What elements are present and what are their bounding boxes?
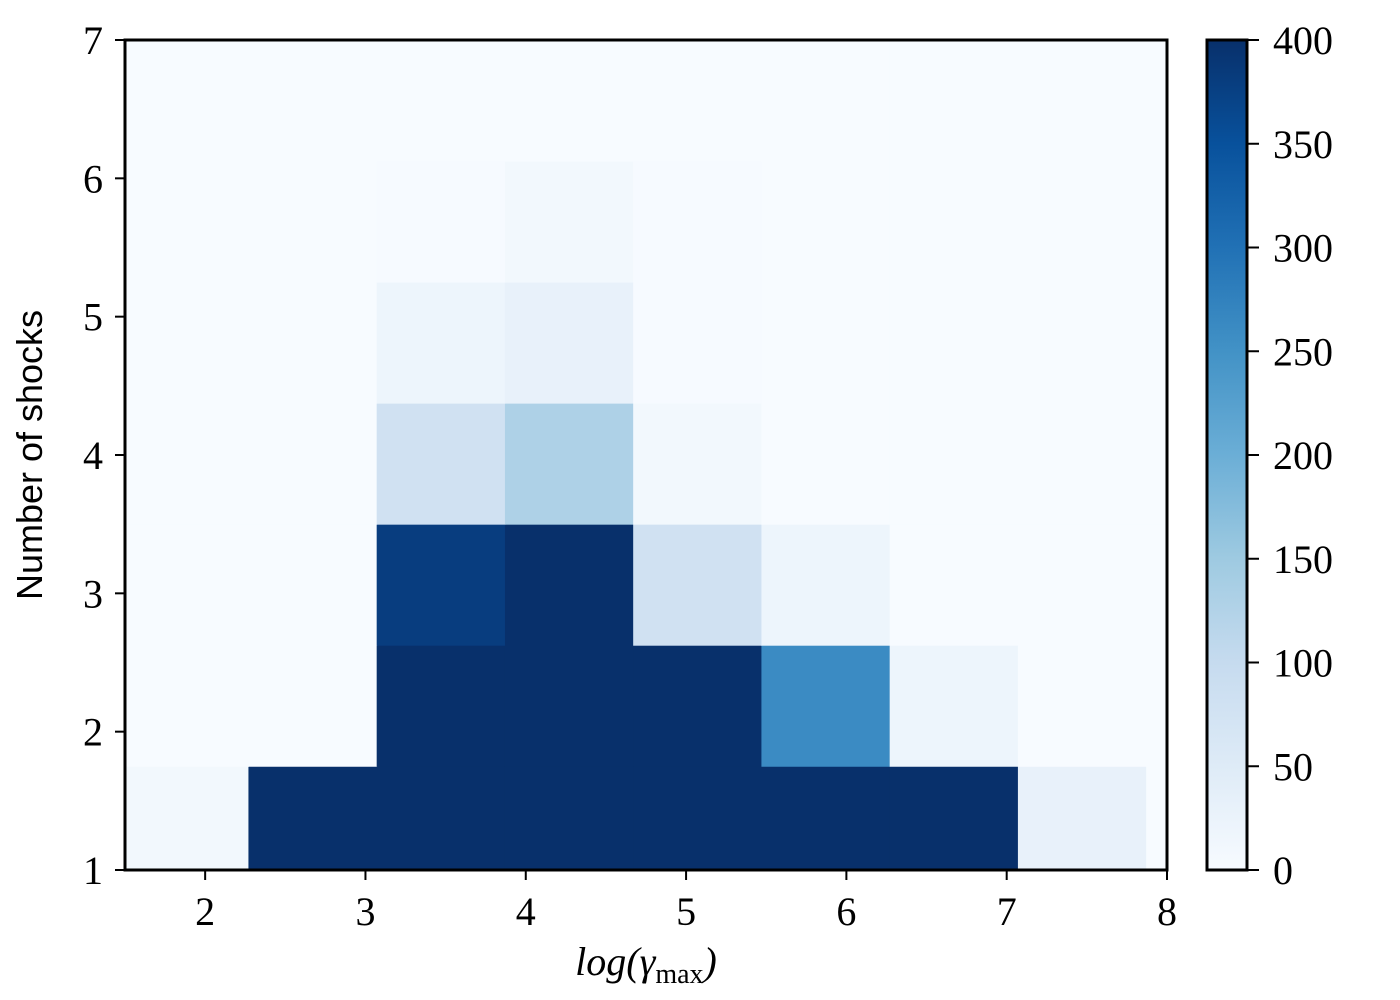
y-tick-label: 7 [83,18,103,63]
heatmap-cell [633,403,762,525]
colorbar-tick-label: 100 [1273,641,1333,686]
heatmap-cell [504,282,634,404]
heatmap-cell [633,161,762,283]
heatmap-cell [1017,524,1147,646]
colorbar-tick-label: 150 [1273,537,1333,582]
x-tick-label: 7 [997,889,1017,934]
heatmap-cell [1017,645,1147,767]
y-tick-label: 1 [83,848,103,893]
heatmap-cell [125,282,249,404]
heatmap-cell [1017,403,1147,525]
heatmap-cell [1146,403,1168,525]
y-tick-label: 2 [83,710,103,755]
y-tick-label: 4 [83,433,103,478]
heatmap-cell [504,403,634,525]
y-tick-label: 5 [83,295,103,340]
heatmap-cell [889,161,1019,283]
x-tick-label: 5 [676,889,696,934]
heatmap-cell [1146,161,1168,283]
heatmap-cell [889,282,1019,404]
heatmap-cell [633,766,762,871]
heatmap-cell [889,403,1019,525]
y-tick-label: 6 [83,156,103,201]
heatmap-cell [504,161,634,283]
heatmap-cell [761,403,891,525]
x-tick-label: 2 [195,889,215,934]
heatmap-cell [761,40,891,162]
x-tick-label: 8 [1157,889,1177,934]
heatmap-cell [1146,40,1168,162]
heatmap-cell [504,766,634,871]
heatmap-cell [376,403,506,525]
heatmap-cell [248,282,378,404]
heatmap-cell [1146,645,1168,767]
heatmap-cell [376,161,506,283]
heatmap-cell [889,766,1019,871]
x-tick-label: 4 [516,889,536,934]
heatmap-cell [761,161,891,283]
heatmap-cell [248,645,378,767]
colorbar-tick-label: 200 [1273,433,1333,478]
heatmap-cell [633,524,762,646]
heatmap-cell [889,524,1019,646]
heatmap-cell [1017,766,1147,871]
x-axis-ticks: 2 3 4 5 6 7 8 [195,870,1177,934]
heatmap-cell [125,40,249,162]
heatmap-cell [761,766,891,871]
heatmap-cell [504,40,634,162]
heatmap-cell [1017,161,1147,283]
heatmap-cell [248,40,378,162]
heatmap-cell [125,766,249,871]
heatmap-cell [248,161,378,283]
heatmap-cell [504,645,634,767]
heatmap-cell [125,524,249,646]
heatmap-cell [125,403,249,525]
heatmap-cell [889,40,1019,162]
heatmap-cell [633,40,762,162]
heatmap-cell [248,766,378,871]
colorbar-ticks: 0 50 100 150 200 250 300 350 400 [1247,18,1333,893]
y-axis-label: Number of shocks [9,310,50,600]
heatmap-cell [125,161,249,283]
heatmap-cell [504,524,634,646]
colorbar-tick-label: 300 [1273,226,1333,271]
heatmap-cell [761,282,891,404]
heatmap-cell [889,645,1019,767]
heatmap-cell [633,645,762,767]
heatmap-cell [1146,766,1168,871]
heatmap-cell [1146,524,1168,646]
y-tick-label: 3 [83,571,103,616]
heatmap-cell [1146,282,1168,404]
colorbar-tick-label: 250 [1273,329,1333,374]
heatmap-cell [376,524,506,646]
heatmap-cell [376,766,506,871]
x-tick-label: 6 [836,889,856,934]
colorbar-tick-label: 350 [1273,122,1333,167]
heatmap-cell [761,524,891,646]
colorbar [1205,38,1249,872]
heatmap-cell [248,403,378,525]
heatmap-cell [761,645,891,767]
colorbar-tick-label: 400 [1273,18,1333,63]
heatmap-cell [125,645,249,767]
heatmap-cell [1017,282,1147,404]
heatmap-cells [125,40,1168,871]
heatmap-cell [248,524,378,646]
colorbar-tick-label: 50 [1273,744,1313,789]
heatmap-cell [376,40,506,162]
heatmap-cell [376,282,506,404]
heatmap-cell [633,282,762,404]
colorbar-tick-label: 0 [1273,848,1293,893]
x-tick-label: 3 [355,889,375,934]
heatmap-cell [376,645,506,767]
heatmap-cell [1017,40,1147,162]
x-axis-label: log(γmax) [575,939,717,990]
y-axis-ticks: 1 2 3 4 5 6 7 [83,18,125,893]
